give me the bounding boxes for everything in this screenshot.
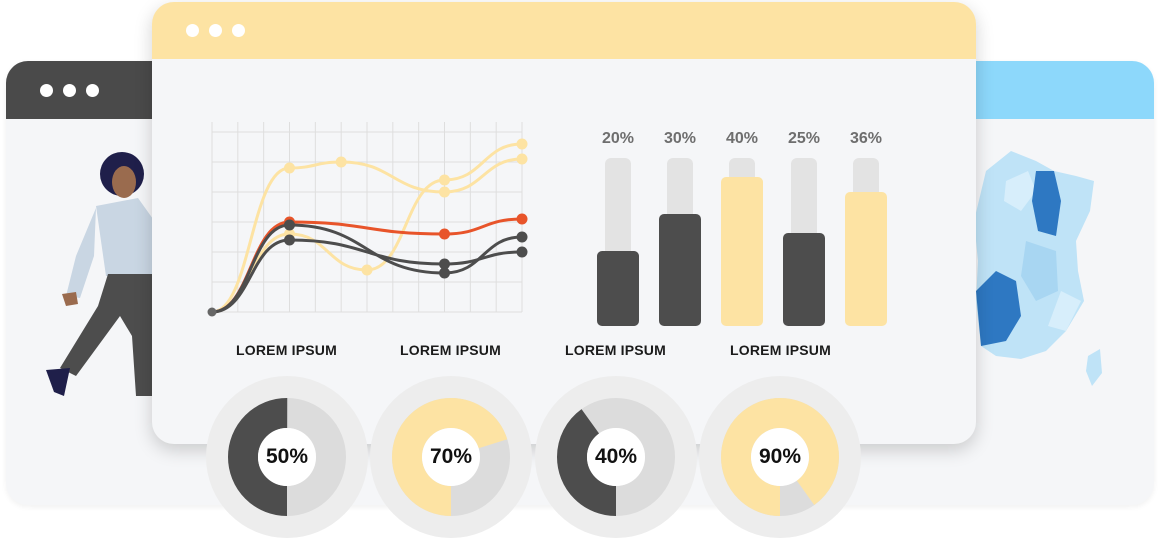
series-point <box>439 228 450 240</box>
series-point <box>439 186 450 198</box>
window-dot-icon <box>209 24 222 37</box>
series-line <box>211 238 523 314</box>
series-point <box>516 231 528 243</box>
section-label: LOREM IPSUM <box>730 342 831 358</box>
series-point <box>439 258 450 270</box>
front-browser-window: 20% 30% 40% 25% 36% LOREM IPSUM LOREM IPSUM … <box>152 2 976 444</box>
bar <box>659 214 701 326</box>
bar <box>783 232 825 326</box>
bar <box>845 191 887 326</box>
section-label: LOREM IPSUM <box>400 342 501 358</box>
line-chart <box>207 122 528 317</box>
donut-arc <box>392 398 510 516</box>
series-point <box>516 138 528 150</box>
donut-center <box>587 428 645 486</box>
france-map-illustration <box>974 151 1102 386</box>
window-dot-icon <box>232 24 245 37</box>
donut-center <box>422 428 480 486</box>
donut-value-label: 90% <box>758 445 802 468</box>
window-dot-icon <box>40 84 53 97</box>
section-label: LOREM IPSUM <box>236 342 337 358</box>
section-label: LOREM IPSUM <box>565 342 666 358</box>
window-dot-icon <box>63 84 76 97</box>
donut-chart: 40% <box>535 376 697 538</box>
donut-value-label: 40% <box>594 445 638 468</box>
donut-center <box>258 428 316 486</box>
donut-arc <box>721 398 839 516</box>
series-point <box>335 156 347 168</box>
series-point <box>284 162 295 174</box>
bar-value-label: 25% <box>787 130 821 147</box>
bar-chart: 20% 30% 40% 25% 36% <box>592 122 892 332</box>
front-window-titlebar <box>152 2 976 59</box>
back-window-titlebar-right <box>966 61 1154 119</box>
donut-chart: 70% <box>370 376 532 538</box>
series-point <box>439 267 450 279</box>
person-walking-illustration <box>46 152 158 396</box>
donut-arc <box>228 398 346 516</box>
donut-arc <box>557 398 675 516</box>
origin-point <box>207 307 217 317</box>
series-point <box>516 213 528 225</box>
donut-chart: 50% <box>206 376 368 538</box>
back-window-titlebar <box>6 61 166 119</box>
series-point <box>361 264 373 276</box>
series-point <box>284 234 295 246</box>
bar <box>597 251 639 326</box>
donut-value-label: 70% <box>429 445 473 468</box>
bar-value-label: 30% <box>663 130 697 147</box>
series-point <box>516 153 528 165</box>
donut-center <box>751 428 809 486</box>
series-point <box>284 219 295 231</box>
bar <box>721 176 763 326</box>
bar-value-label: 40% <box>725 130 759 147</box>
series-point <box>516 246 528 258</box>
series-point <box>439 174 450 186</box>
donut-value-label: 50% <box>265 445 309 468</box>
window-dot-icon <box>186 24 199 37</box>
donut-chart: 90% <box>699 376 861 538</box>
window-dot-icon <box>86 84 99 97</box>
bar-value-label: 36% <box>849 130 883 147</box>
bar-value-label: 20% <box>601 130 635 147</box>
